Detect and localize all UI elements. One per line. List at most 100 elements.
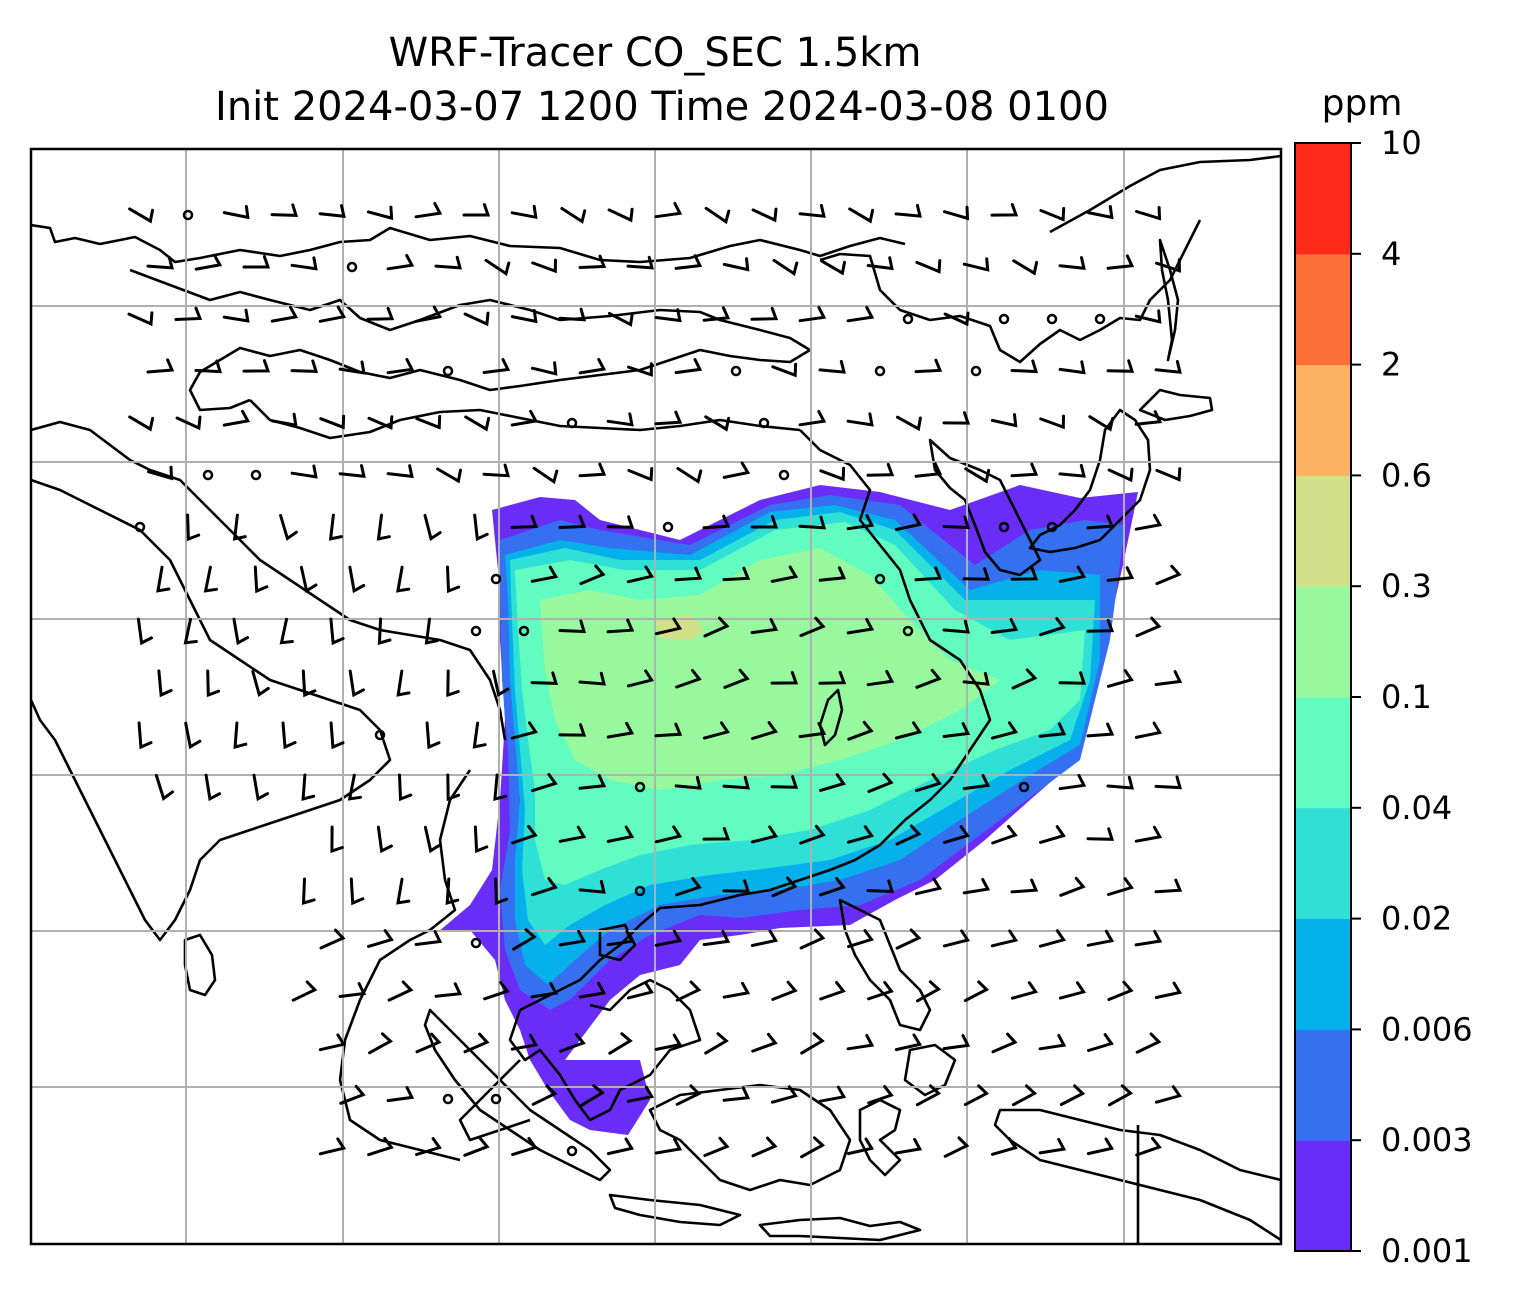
wind-barb [578,462,607,478]
wind-barb [896,415,922,432]
wind-barb [1086,929,1115,947]
wind-barb [674,775,702,790]
wind-barb [482,463,510,478]
wind-barb [301,773,316,801]
wind-barb [1058,671,1087,685]
wind-barb [206,669,221,698]
wind-barb [770,1085,799,1104]
coastline-south-china [519,868,831,1012]
wind-barb [232,513,247,541]
wind-barb [186,513,201,542]
wind-barb [252,773,270,802]
colorbar-tick-label: 0.001 [1381,1232,1473,1270]
wind-barb [942,1034,971,1051]
wind-barb [894,1033,923,1052]
wind-barb [484,258,511,277]
wind-barb [626,1085,655,1103]
wind-barb [367,929,394,948]
wind-barb [1010,359,1039,374]
wind-barb [846,306,875,323]
wind-barb [675,668,702,689]
wind-barb [367,415,394,430]
wind-barb [914,566,943,582]
wind-barb [818,670,847,685]
wind-barb [1134,309,1162,324]
wind-barb [894,203,922,218]
wind-barb [414,930,443,946]
wind-barb [866,462,895,477]
wind-barb [146,358,175,374]
wind-barb [1154,775,1183,790]
coastline-mongolia-border [129,268,812,412]
wind-barb [222,205,250,220]
wind-barb [580,1084,605,1107]
wind-barb [991,1032,1018,1054]
wind-barb [1155,258,1181,273]
gridlines [31,149,1281,1244]
wind-barb [751,207,778,223]
wind-barb [703,616,730,638]
wind-barb [818,1085,847,1103]
wind-barb [654,1137,683,1155]
wind-barb [962,671,990,686]
map-panel [31,149,1281,1244]
wind-barb [530,361,558,376]
wind-barb [846,825,875,844]
colorbar-band [1295,475,1351,587]
wind-barb [654,202,683,219]
wind-barb [1088,415,1115,432]
wind-barb [436,467,462,484]
wind-barb [318,1137,347,1156]
wind-barb [154,774,174,801]
wind-barb [1106,254,1135,270]
wind-barb [798,204,826,218]
coastline-java [608,1193,742,1227]
wind-barb [376,513,391,541]
wind-barb [558,723,587,737]
wind-barb [301,669,317,698]
wind-barb [1058,360,1086,375]
wind-barb [290,464,318,479]
wind-barb [1058,256,1086,271]
wind-barb [867,772,894,793]
wind-barb-calm [874,573,886,585]
wind-barb [674,358,703,375]
wind-barb [964,467,991,484]
colorbar-tick-label: 10 [1381,124,1422,162]
wind-barb [1010,566,1039,581]
wind-barb [366,205,394,221]
wind-barb [532,466,559,485]
wind-barb [1059,1084,1086,1106]
wind-barb [463,1032,490,1054]
wind-barb [1086,827,1115,841]
wind-barb [847,720,874,741]
wind-barb-calm [346,261,358,273]
wind-barb [232,617,250,646]
coastlines [31,154,1281,1244]
wind-barb [558,307,587,322]
wind-barb [914,358,943,374]
wind-barb [128,415,155,432]
wind-barb [559,1032,586,1053]
wind-barb [943,825,970,844]
wind-barb [290,359,319,373]
wind-barb [423,513,442,541]
wind-barb [329,617,345,646]
wind-barb [194,253,223,271]
wind-barb [279,617,294,645]
wind-barb [1154,981,1183,999]
wind-barb [626,981,654,1000]
colorbar-band [1295,697,1351,809]
wind-barb [914,462,943,478]
wind-barb [606,930,635,947]
wind-barb [704,415,731,432]
wind-barb [1154,360,1182,374]
wind-barb [510,514,539,529]
wind-barb [1039,414,1065,430]
wind-barb [942,929,970,948]
wind-barb [558,825,587,843]
wind-barb [991,1137,1018,1156]
wind-barb [398,773,413,802]
wind-barb [962,774,991,791]
wind-barb [914,877,943,896]
